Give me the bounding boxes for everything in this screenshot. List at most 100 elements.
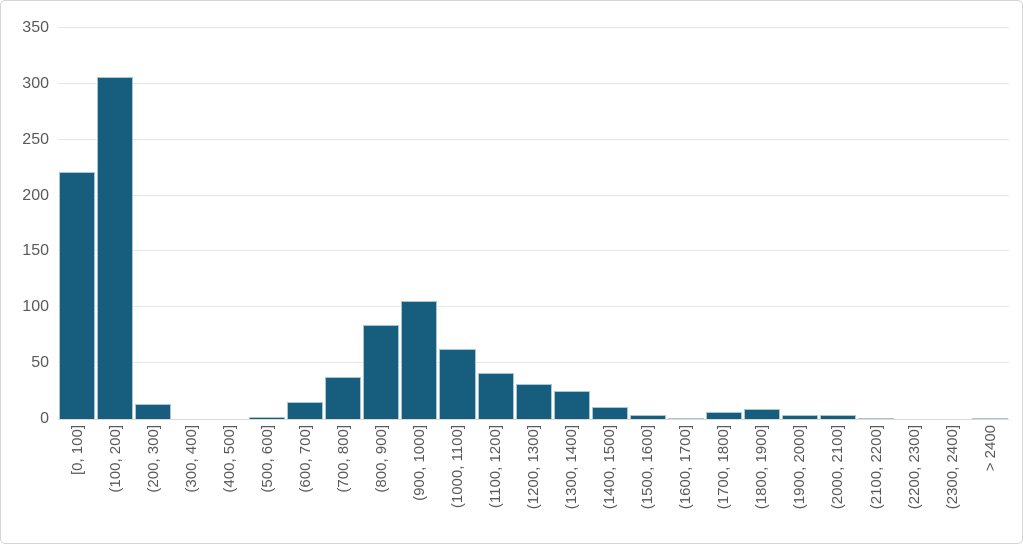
x-axis-label: (800, 900] [372, 425, 390, 493]
x-axis-cell: (800, 900] [362, 425, 400, 541]
x-axis-label: (400, 500] [220, 425, 238, 493]
y-axis-label: 100 [22, 298, 49, 316]
bar-slot [477, 28, 515, 419]
x-axis-label: (900, 1000] [410, 425, 428, 501]
bar-slot [781, 28, 819, 419]
bar [743, 408, 780, 419]
x-axis-label: (1000, 1100] [448, 425, 466, 509]
gridline [58, 306, 1009, 308]
x-axis-label: (2200, 2300] [905, 425, 923, 510]
x-axis-cell: (400, 500] [210, 425, 248, 541]
x-axis-label: (100, 200] [106, 425, 124, 493]
bar-slot [743, 28, 781, 419]
bar-slot [58, 28, 96, 419]
x-axis-cell: (1900, 2000] [781, 425, 819, 541]
plot-area [58, 27, 1009, 420]
bar-slot [933, 28, 971, 419]
x-axis-cell: (2200, 2300] [895, 425, 933, 541]
gridline [58, 250, 1009, 252]
bar [439, 348, 476, 419]
bar [591, 406, 628, 419]
x-axis-cell: (600, 700] [286, 425, 324, 541]
bar [249, 416, 286, 419]
bar-slot [400, 28, 438, 419]
bar-slot [895, 28, 933, 419]
x-axis-label: (2000, 2100] [829, 425, 847, 510]
bar-slot [591, 28, 629, 419]
bar-slot [515, 28, 553, 419]
bar-slot [553, 28, 591, 419]
bar [553, 391, 590, 419]
bar-slot [248, 28, 286, 419]
bar [97, 77, 134, 419]
bar-slot [438, 28, 476, 419]
y-axis-label: 150 [22, 242, 49, 260]
x-axis-label: (1400, 1500] [601, 425, 619, 510]
x-axis-label: (1800, 1900] [753, 425, 771, 510]
x-axis-cell: [0, 100] [58, 425, 96, 541]
bar-slot [629, 28, 667, 419]
bar [781, 414, 818, 419]
x-axis-cell: (1400, 1500] [591, 425, 629, 541]
bar-slot [210, 28, 248, 419]
x-axis-label: (1300, 1400] [563, 425, 581, 510]
bar-slot [172, 28, 210, 419]
x-axis-cell: (2000, 2100] [819, 425, 857, 541]
bar [705, 412, 742, 419]
x-axis-cell: (1600, 1700] [667, 425, 705, 541]
bars [58, 28, 1009, 419]
gridline [58, 82, 1009, 84]
x-axis-label: (2100, 2200] [867, 425, 885, 510]
gridline [58, 138, 1009, 140]
x-axis-cell: (2300, 2400] [933, 425, 971, 541]
y-axis-label: 250 [22, 130, 49, 148]
x-axis-cell: (100, 200] [96, 425, 134, 541]
x-axis-label: > 2400 [981, 425, 999, 472]
x-axis-cell: (700, 800] [324, 425, 362, 541]
x-axis: [0, 100] (100, 200] (200, 300] (300, 400] (4… [58, 425, 1009, 541]
x-axis-cell: (1700, 1800] [705, 425, 743, 541]
bar-slot [134, 28, 172, 419]
y-axis-label: 200 [22, 186, 49, 204]
x-axis-label: (1700, 1800] [715, 425, 733, 510]
bar [972, 417, 1009, 419]
bar [629, 414, 666, 419]
x-axis-label: (2300, 2400] [943, 425, 961, 510]
x-axis-label: (1600, 1700] [677, 425, 695, 510]
bar-slot [857, 28, 895, 419]
bar [667, 417, 704, 419]
bar-slot [971, 28, 1009, 419]
x-axis-label: (1900, 2000] [791, 425, 809, 510]
y-axis-label: 0 [40, 410, 49, 427]
bar-slot [96, 28, 134, 419]
x-axis-cell: (500, 600] [248, 425, 286, 541]
x-axis-label: (1200, 1300] [525, 425, 543, 510]
gridline [58, 362, 1009, 364]
gridline [58, 194, 1009, 196]
x-axis-cell: (300, 400] [172, 425, 210, 541]
bar [515, 384, 552, 419]
bar [325, 376, 362, 419]
x-axis-label: [0, 100] [68, 425, 86, 476]
y-axis-label: 350 [22, 19, 49, 36]
gridline [58, 27, 1009, 28]
x-axis-cell: (1000, 1100] [438, 425, 476, 541]
bar-slot [286, 28, 324, 419]
x-axis-cell: (1500, 1600] [629, 425, 667, 541]
bar-slot [362, 28, 400, 419]
x-axis-cell: (1100, 1200] [477, 425, 515, 541]
x-axis-label: (1500, 1600] [639, 425, 657, 510]
y-axis-label: 300 [22, 74, 49, 92]
bar [135, 404, 172, 419]
x-axis-label: (300, 400] [182, 425, 200, 493]
x-axis-label: (1100, 1200] [487, 425, 505, 509]
x-axis-cell: (1800, 1900] [743, 425, 781, 541]
y-axis: 0 50 100 150 200 250 300 350 [1, 19, 49, 427]
bar-slot [705, 28, 743, 419]
x-axis-label: (200, 300] [144, 425, 162, 493]
bar [401, 300, 438, 419]
bar-slot [819, 28, 857, 419]
bar [287, 402, 324, 419]
x-axis-cell: (1300, 1400] [553, 425, 591, 541]
bar-slot [324, 28, 362, 419]
